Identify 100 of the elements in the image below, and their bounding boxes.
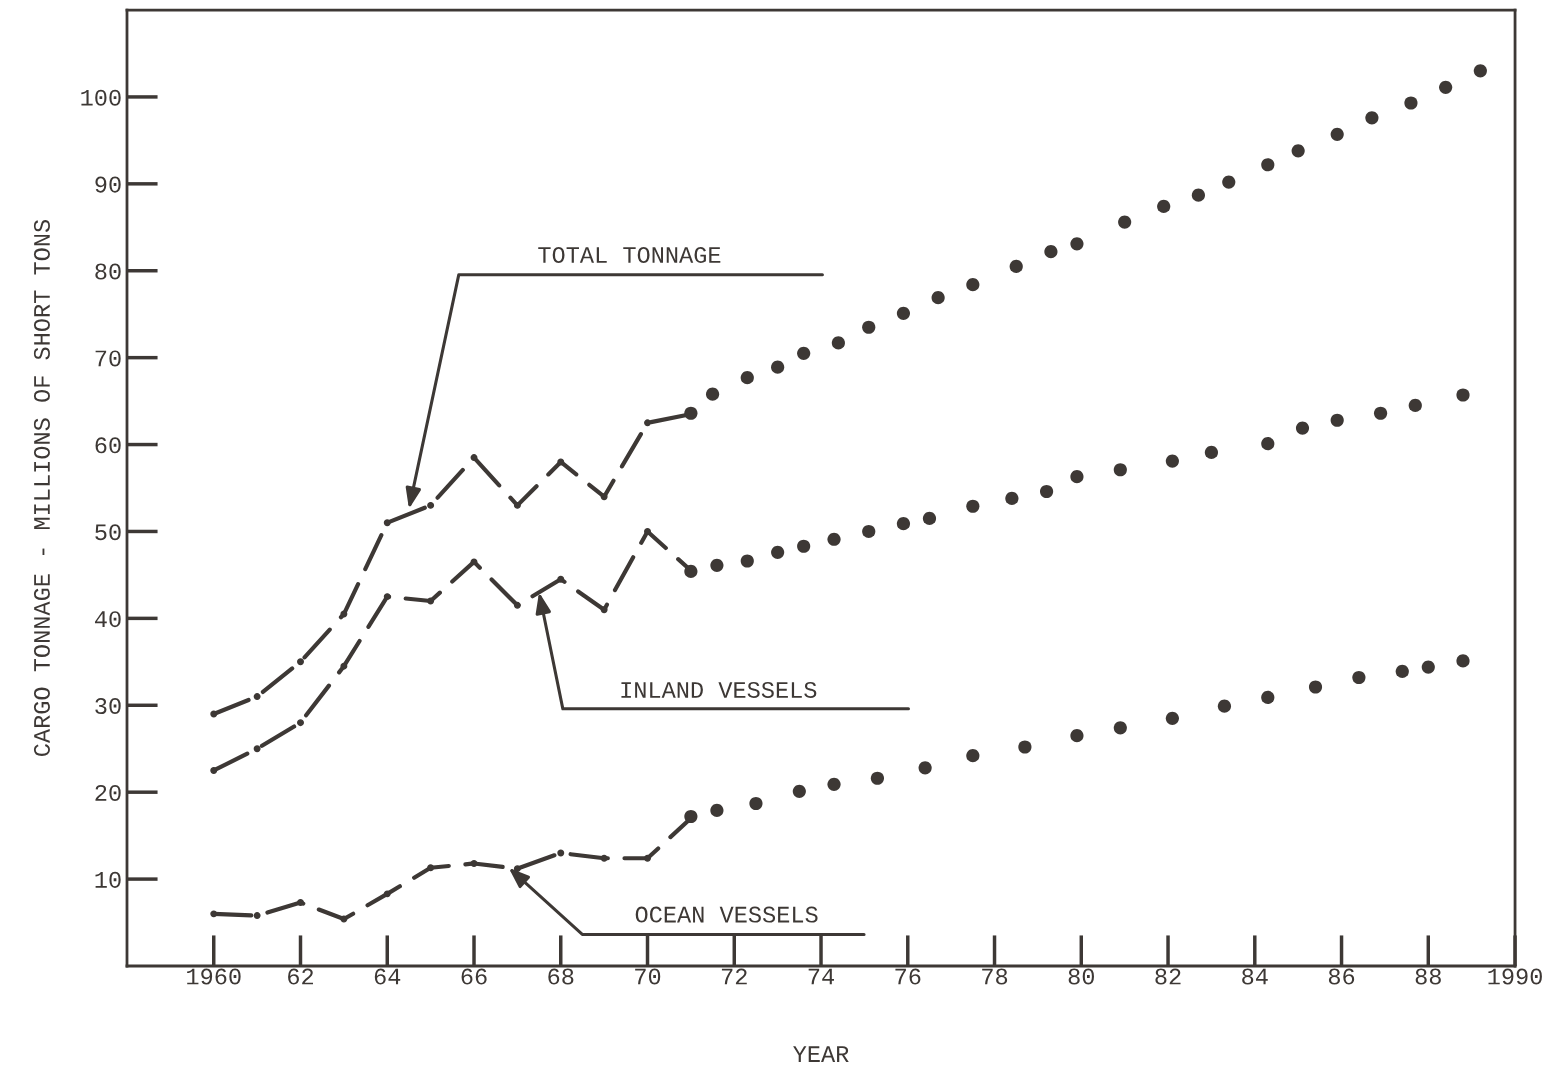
point (1395, 664, 1409, 678)
point (600, 606, 608, 614)
point (862, 524, 876, 539)
point (862, 320, 876, 334)
point (1165, 454, 1179, 468)
point (710, 803, 724, 818)
point (340, 610, 348, 618)
annotation: OCEAN VESSELS (635, 906, 818, 923)
point (1113, 463, 1127, 477)
x-tick-label: 86 (1328, 968, 1355, 985)
point (383, 890, 391, 898)
point (1157, 199, 1171, 214)
point (644, 854, 651, 862)
point (210, 910, 218, 918)
point (684, 809, 698, 824)
point (513, 865, 521, 873)
x-tick-label: 68 (548, 968, 574, 985)
point (600, 493, 608, 501)
point (1070, 729, 1084, 743)
point (1261, 437, 1275, 451)
point (1204, 445, 1218, 459)
y-tick-label: 40 (94, 611, 121, 628)
point (297, 899, 304, 907)
point (1352, 670, 1366, 685)
point (557, 849, 565, 857)
point (797, 346, 811, 360)
point (740, 371, 754, 385)
point (827, 532, 841, 546)
point (1222, 175, 1236, 189)
point (749, 796, 763, 811)
point (1408, 398, 1422, 413)
x-tick-label: 82 (1155, 968, 1181, 985)
point (297, 719, 304, 727)
point (896, 517, 911, 531)
point (340, 662, 348, 670)
point (1005, 491, 1019, 506)
point (1039, 484, 1054, 499)
point (827, 777, 841, 791)
point (797, 539, 811, 553)
x-tick-label: 78 (982, 968, 1008, 985)
y-tick-label: 80 (95, 263, 121, 280)
point (1118, 215, 1132, 229)
y-tick-label: 100 (81, 89, 121, 106)
point (705, 387, 720, 401)
y-tick-label: 10 (95, 871, 121, 888)
point (557, 575, 565, 583)
point (792, 784, 806, 798)
point (771, 360, 785, 374)
x-tick-label: 70 (635, 968, 661, 985)
point (1217, 699, 1232, 713)
point (966, 749, 980, 763)
point (1009, 259, 1023, 273)
point (966, 499, 980, 513)
point (600, 854, 608, 862)
point (771, 545, 785, 559)
y-tick-label: 50 (95, 524, 121, 541)
point (644, 419, 651, 427)
point (427, 864, 435, 872)
x-tick-label: 84 (1242, 968, 1268, 985)
point (470, 558, 478, 566)
point (470, 454, 478, 462)
point (922, 511, 937, 526)
x-tick-label: 88 (1415, 968, 1441, 985)
y-tick-label: 60 (95, 437, 121, 454)
point (1456, 654, 1470, 668)
x-tick-label: 80 (1068, 968, 1094, 985)
y-tick-label: 20 (95, 784, 121, 801)
point (340, 915, 348, 923)
point (1070, 237, 1084, 251)
point (1421, 660, 1435, 674)
y-axis-title: CARGO TONNAGE - MILLIONS OF SHORT TONS (33, 219, 50, 756)
point (253, 745, 261, 753)
y-tick-label: 90 (95, 176, 121, 193)
x-axis-title: YEAR (793, 1046, 849, 1062)
annotation: TOTAL TONNAGE (538, 246, 721, 263)
point (966, 278, 980, 292)
y-tick-label: 70 (95, 350, 121, 367)
point (210, 710, 218, 718)
point (210, 766, 218, 774)
point (470, 859, 478, 867)
point (427, 501, 435, 509)
point (918, 761, 932, 775)
y-tick-label: 30 (95, 698, 121, 715)
point (1330, 413, 1344, 427)
point (1373, 406, 1388, 420)
point (710, 558, 724, 572)
x-tick-label: 76 (895, 968, 921, 985)
point (740, 554, 754, 568)
annotation: INLAND VESSELS (621, 681, 817, 698)
point (383, 519, 391, 527)
point (1261, 158, 1275, 172)
point (1261, 690, 1275, 705)
x-tick-label: 62 (288, 968, 313, 985)
x-tick-label: 1960 (187, 968, 241, 985)
point (896, 306, 911, 320)
point (253, 693, 261, 701)
point (557, 458, 565, 466)
point (1330, 127, 1344, 141)
point (513, 501, 521, 509)
point (1439, 80, 1453, 94)
